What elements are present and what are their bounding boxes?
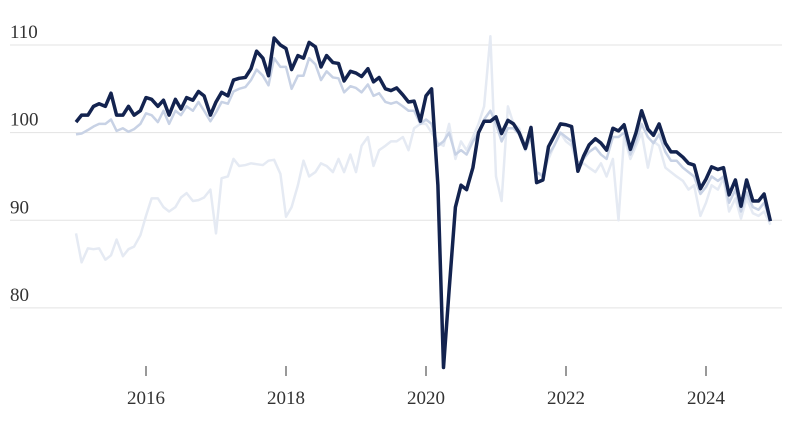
y-tick-label: 100 xyxy=(10,110,39,131)
series-line xyxy=(74,36,773,370)
series-line xyxy=(75,56,772,221)
x-tick-label: 2024 xyxy=(687,388,726,409)
x-tick-label: 2022 xyxy=(547,388,585,409)
series-line xyxy=(74,35,772,264)
x-tick-label: 2020 xyxy=(407,388,445,409)
y-tick-label: 90 xyxy=(10,197,29,218)
x-tick-label: 2016 xyxy=(127,388,165,409)
y-tick-label: 80 xyxy=(10,285,29,306)
y-tick-label: 110 xyxy=(10,22,38,43)
x-tick-label: 2018 xyxy=(267,388,305,409)
